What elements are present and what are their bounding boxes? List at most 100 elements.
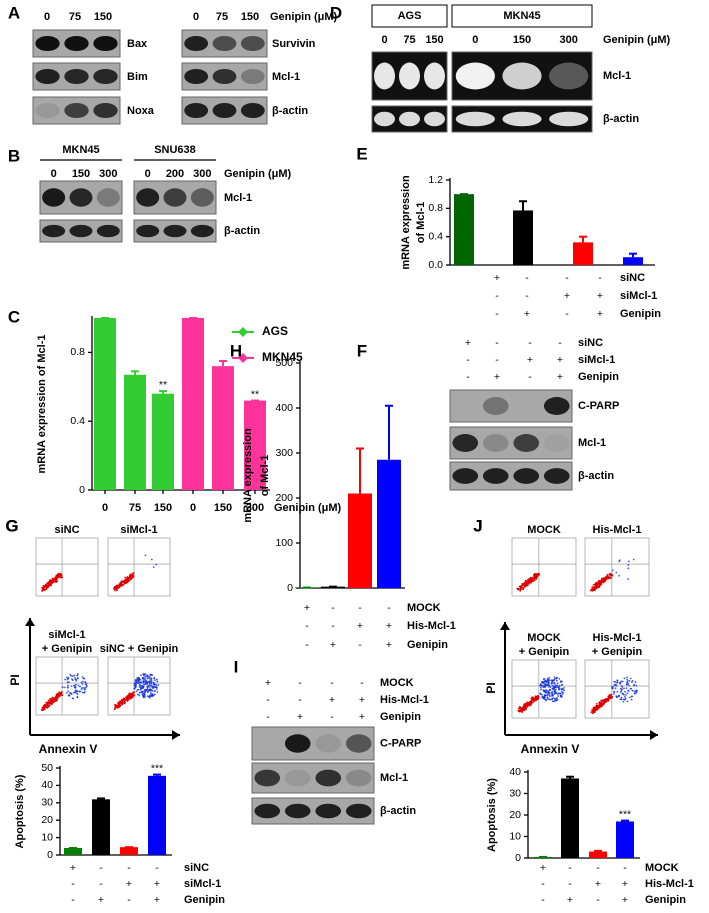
dot	[55, 695, 58, 697]
label: -	[305, 639, 309, 651]
dot	[52, 701, 55, 704]
label: 200	[275, 492, 293, 504]
dot	[615, 683, 617, 686]
dot	[42, 707, 45, 710]
group-box	[371, 4, 448, 28]
band	[69, 188, 93, 207]
dot	[54, 579, 56, 582]
dot	[149, 693, 152, 696]
dot	[631, 695, 633, 698]
label: 1.2	[428, 174, 443, 186]
dot	[556, 698, 559, 701]
label: **	[159, 379, 167, 391]
band	[35, 35, 60, 52]
band	[482, 468, 509, 484]
band	[254, 803, 281, 819]
band	[452, 434, 479, 452]
dot	[154, 679, 157, 682]
dot	[532, 577, 535, 580]
label: -	[495, 308, 499, 320]
legend-marker	[238, 353, 248, 363]
dot	[542, 686, 545, 689]
dot	[143, 695, 145, 697]
dot	[526, 704, 529, 707]
bar	[454, 194, 474, 265]
dot	[146, 677, 149, 680]
band	[315, 769, 342, 787]
dot	[620, 696, 623, 699]
dot	[604, 577, 606, 580]
dot	[132, 694, 135, 697]
dot	[126, 577, 129, 580]
label: MKN45	[503, 10, 540, 22]
label: Noxa	[127, 105, 155, 117]
dot	[130, 695, 133, 697]
dot	[547, 681, 550, 684]
label: Annexin V	[521, 742, 580, 756]
label: -	[528, 371, 532, 383]
dot	[627, 682, 630, 685]
dot	[597, 705, 599, 708]
dot	[518, 707, 521, 709]
dot	[532, 698, 534, 700]
label: 0	[190, 502, 196, 514]
band	[212, 102, 237, 119]
dot	[63, 686, 66, 689]
dot	[519, 710, 522, 713]
dot	[548, 694, 551, 696]
dot	[155, 688, 158, 691]
label: + Genipin	[42, 643, 93, 655]
dot	[593, 587, 596, 590]
dot	[611, 569, 614, 572]
dot	[562, 691, 564, 694]
label: Mcl-1	[380, 772, 408, 784]
band	[240, 35, 265, 52]
label: +	[98, 894, 104, 906]
bar	[561, 778, 579, 858]
dot	[149, 684, 151, 687]
band	[254, 769, 281, 787]
label: PI	[484, 682, 498, 693]
dot	[633, 690, 636, 693]
dot	[522, 588, 525, 591]
dot	[559, 692, 562, 695]
dot	[154, 686, 157, 689]
label: 0.4	[428, 230, 443, 242]
dot	[52, 578, 55, 581]
band	[64, 68, 89, 85]
label: 0.4	[70, 415, 85, 427]
dot	[558, 677, 561, 680]
label: +	[527, 354, 533, 366]
label: β-actin	[224, 225, 260, 237]
label: 40	[509, 766, 521, 778]
dot	[598, 585, 600, 587]
label: MKN45	[62, 144, 99, 156]
dot	[541, 681, 543, 683]
dot	[615, 571, 618, 574]
label: +	[329, 694, 335, 706]
dot	[142, 696, 145, 699]
label: +	[386, 620, 392, 632]
arrow-head	[172, 730, 180, 740]
dot	[524, 583, 527, 586]
dot	[547, 683, 549, 685]
label: +	[359, 694, 365, 706]
dot	[633, 683, 636, 686]
bar	[94, 318, 116, 490]
label: +	[386, 639, 392, 651]
label: -	[358, 639, 362, 651]
dot	[132, 576, 134, 578]
dot	[122, 583, 125, 586]
label: +	[597, 308, 603, 320]
dot	[56, 696, 59, 699]
dot	[549, 698, 552, 701]
label: AGS	[398, 10, 422, 22]
label: -	[466, 354, 470, 366]
label: His-Mcl-1	[407, 620, 456, 632]
bar	[64, 848, 82, 855]
dot	[148, 676, 151, 679]
dot	[151, 693, 153, 696]
dot	[617, 695, 620, 697]
label: 150	[425, 34, 443, 46]
bar	[148, 775, 166, 855]
